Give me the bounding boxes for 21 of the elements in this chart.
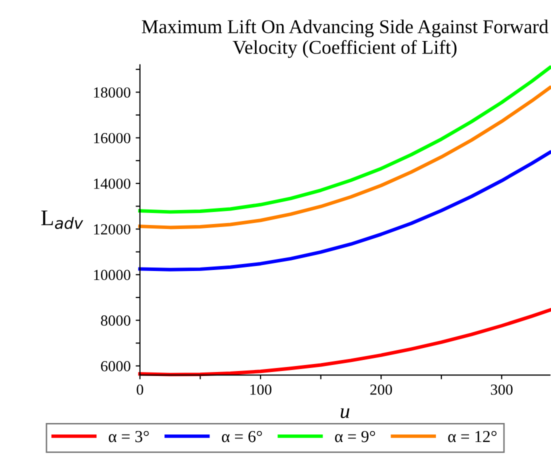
legend-label: α = 9° <box>335 430 376 442</box>
y-tick-label: 12000 <box>94 224 130 234</box>
x-tick-label: 0 <box>136 384 144 395</box>
x-tick-label: 100 <box>250 384 272 395</box>
y-axis-title: L$_{adv}$ <box>41 210 84 230</box>
line-series <box>138 86 551 230</box>
line-series <box>138 150 551 272</box>
y-tick-label: 6000 <box>101 361 130 372</box>
y-tick-label: 18000 <box>94 87 130 98</box>
y-tick-label: 14000 <box>94 178 130 189</box>
chart-title: Maximum Lift On Advancing Side Against Forward Velocity (Coefficient of Lift) <box>142 19 548 58</box>
x-tick-label: 200 <box>370 384 392 395</box>
y-tick-label: 8000 <box>100 315 130 326</box>
x-axis-title: u <box>340 408 350 418</box>
legend-label: α = 12° <box>448 430 497 442</box>
y-tick-label: 16000 <box>94 132 130 144</box>
x-tick-label: 300 <box>490 384 513 395</box>
legend-label: α = 6° <box>222 430 262 442</box>
legend-label: α = 3° <box>108 430 149 442</box>
y-tick-label: 10000 <box>94 270 130 280</box>
line-series <box>138 66 551 214</box>
